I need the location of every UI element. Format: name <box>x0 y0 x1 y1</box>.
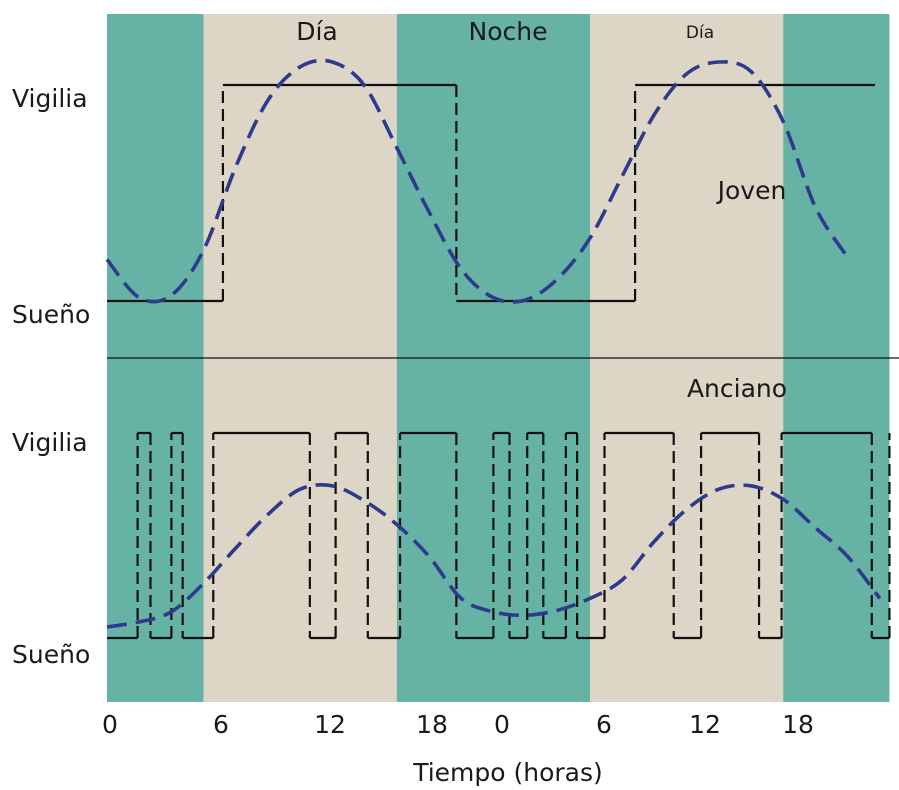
circadian-curve-0 <box>105 58 850 304</box>
x-tick-label: 0 <box>494 710 510 739</box>
x-tick-label: 6 <box>596 710 612 739</box>
x-tick-label: 18 <box>416 710 448 739</box>
x-tick-label: 6 <box>213 710 229 739</box>
x-tick-label: 0 <box>102 710 118 739</box>
elderly-panel <box>106 431 891 640</box>
panel-label-anciano: Anciano <box>687 374 787 403</box>
period-label-dia-2: Día <box>686 23 714 43</box>
x-tick-label: 18 <box>782 710 814 739</box>
state-series-1 <box>107 431 891 640</box>
y-label-vigilia-top: Vigilia <box>12 84 88 113</box>
panel-label-joven: Joven <box>716 176 787 205</box>
y-label-sueno-top: Sueño <box>12 300 90 329</box>
x-tick-label: 12 <box>689 710 721 739</box>
period-label-noche: Noche <box>469 17 548 46</box>
y-label-sueno-bottom: Sueño <box>12 640 90 669</box>
x-tick-label: 12 <box>314 710 346 739</box>
x-axis-title: Tiempo (horas) <box>412 758 603 787</box>
young-panel <box>105 58 875 304</box>
period-label-dia-1: Día <box>296 17 338 46</box>
y-label-vigilia-bottom: Vigilia <box>12 428 88 457</box>
circadian-curve-1 <box>106 482 882 629</box>
